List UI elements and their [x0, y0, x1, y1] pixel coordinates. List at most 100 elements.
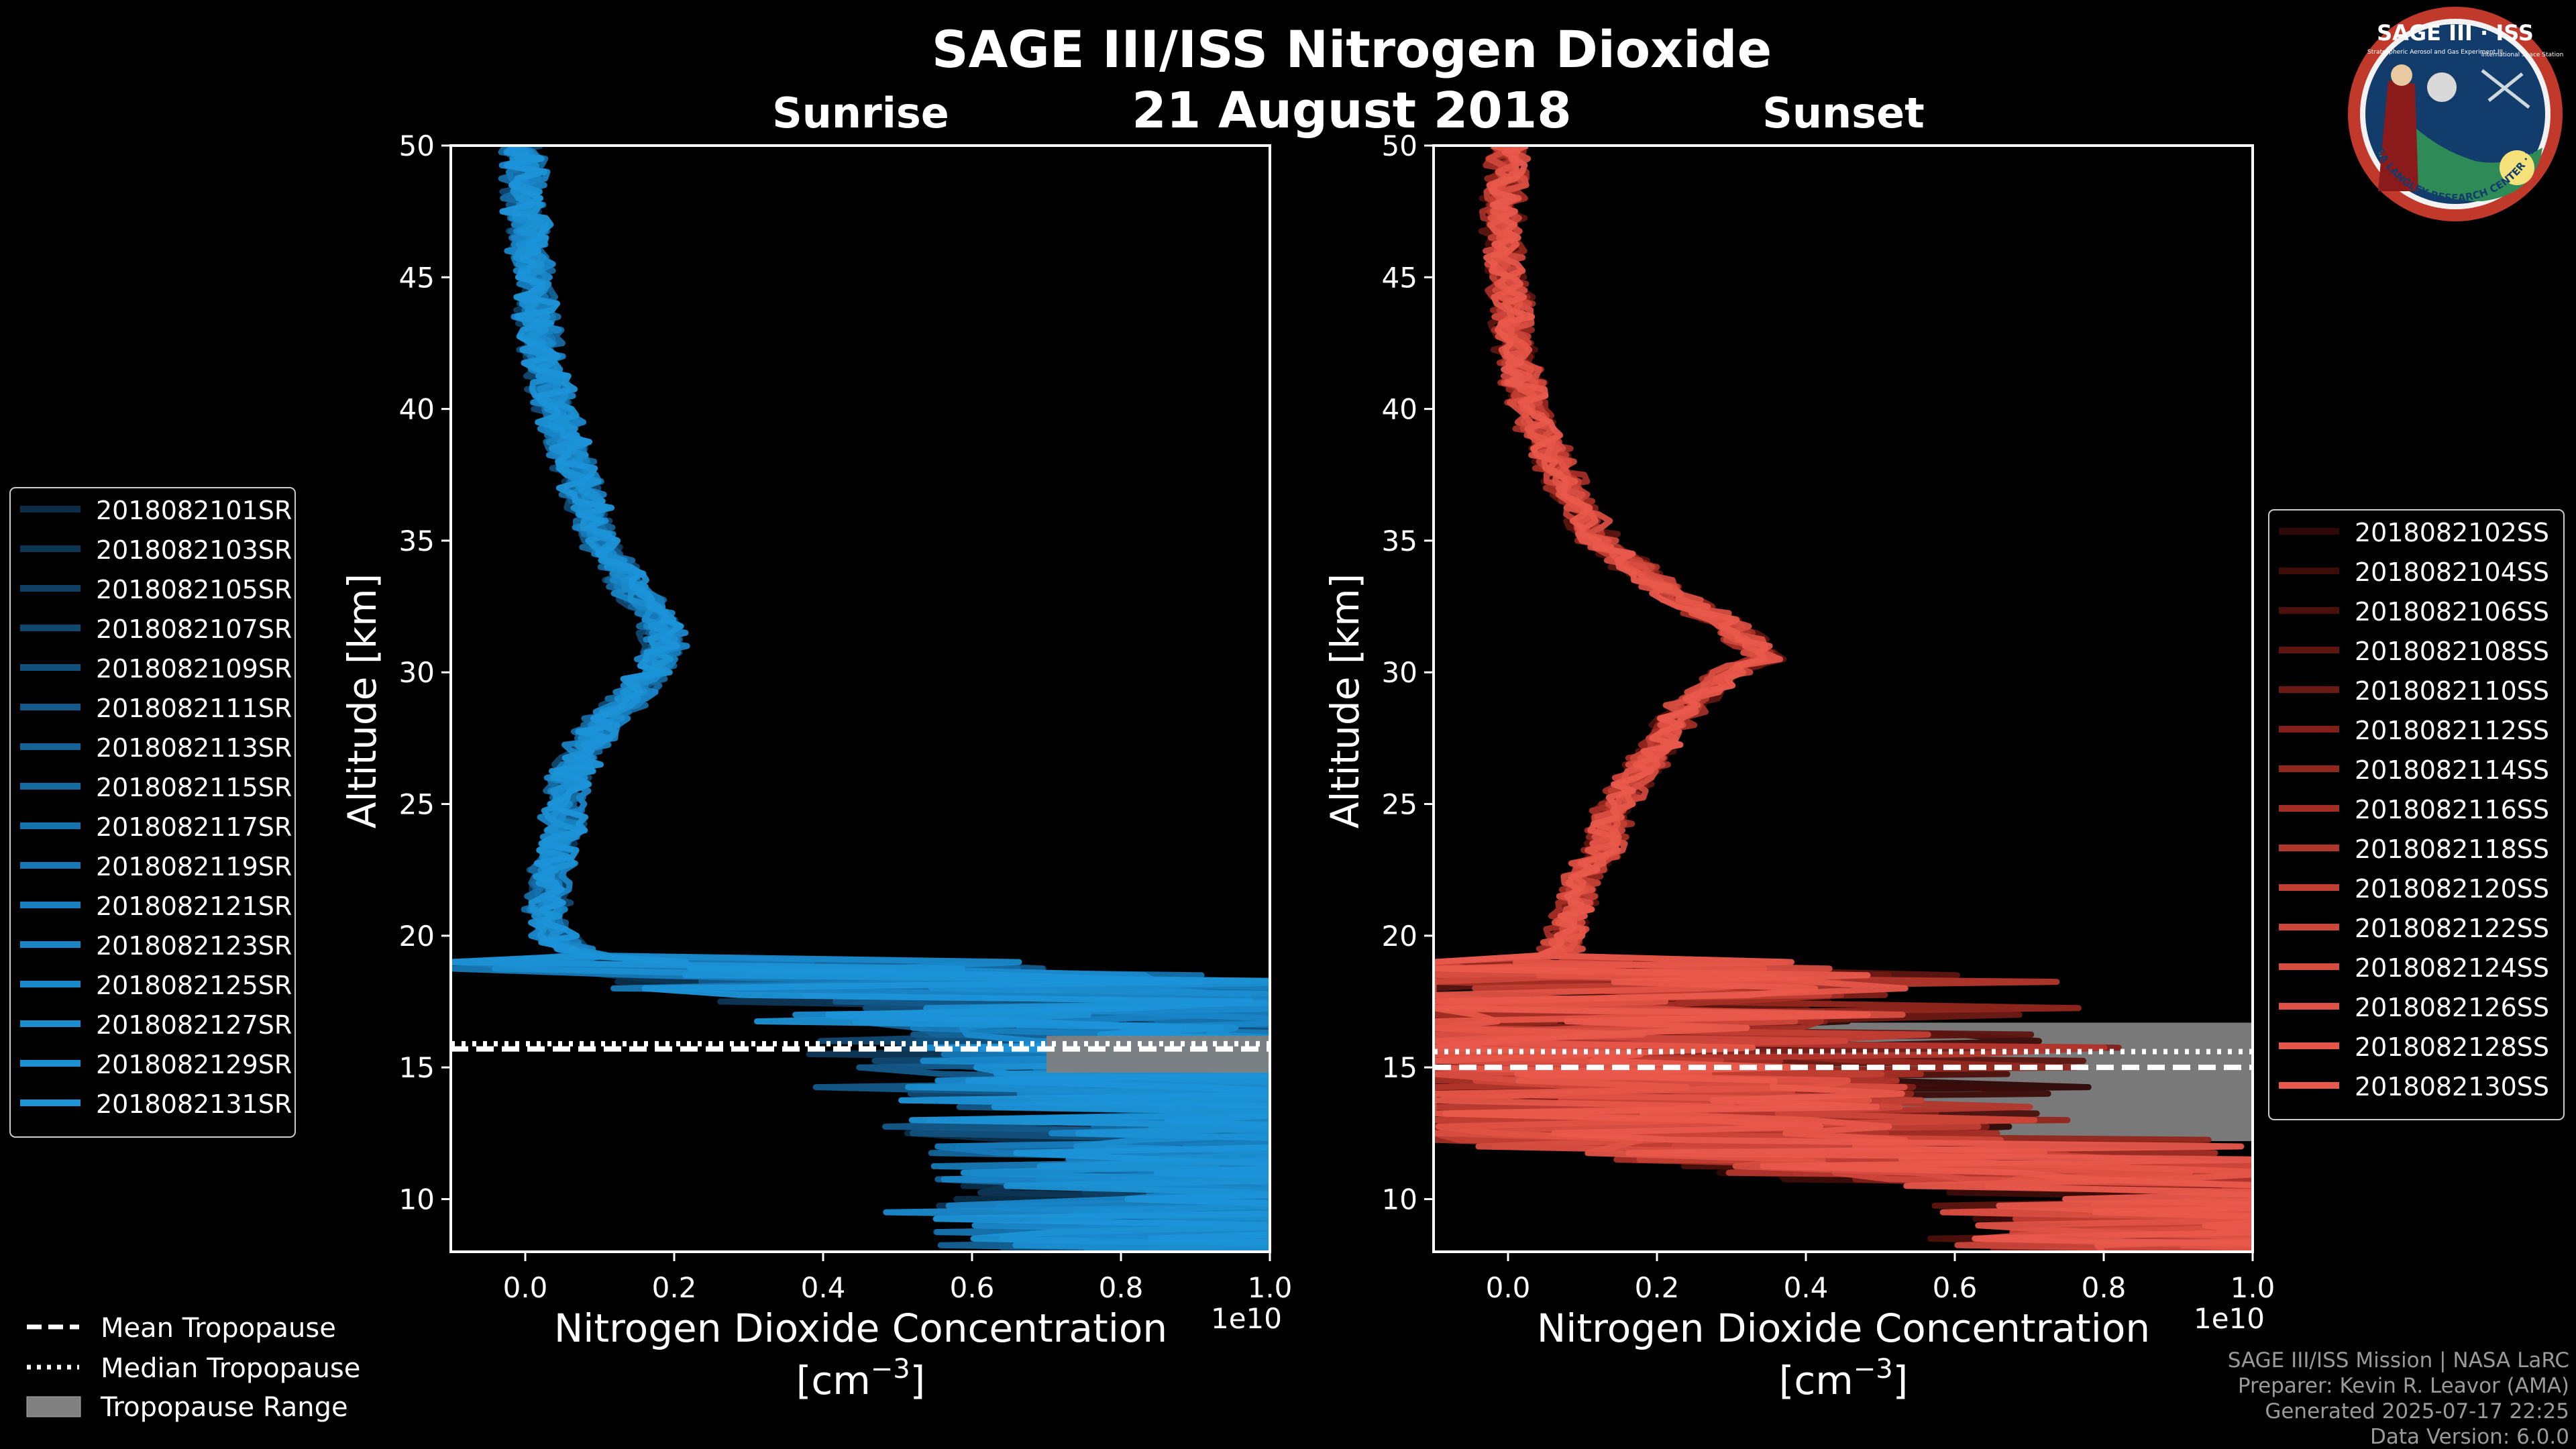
y-tick-label: 35: [1382, 525, 1417, 557]
credits: SAGE III/ISS Mission | NASA LaRC Prepare…: [2228, 1348, 2569, 1449]
legend-entry: 2018082124SS: [2355, 953, 2549, 983]
y-tick-label: 10: [399, 1183, 435, 1216]
legend-entry: 2018082118SS: [2355, 835, 2549, 864]
legend-entry: 2018082113SR: [96, 733, 292, 763]
sunset-legend: 2018082102SS 2018082104SS 2018082106SS 2018…: [2268, 509, 2565, 1120]
legend-entry: 2018082115SR: [96, 773, 292, 802]
legend-entry: 2018082106SS: [2355, 597, 2549, 627]
mean-tropopause-label: Mean Tropopause: [101, 1313, 336, 1344]
x-tick-label: 0.2: [1635, 1271, 1680, 1304]
legend-entry: 2018082131SR: [96, 1089, 292, 1119]
sunset-tropopause: [1434, 1049, 2253, 1071]
x-tick-label: 0.0: [503, 1271, 548, 1304]
logo-right-text: International Space Station: [2481, 52, 2564, 58]
sunrise-panel-title: Sunrise: [772, 89, 949, 138]
tropopause-range-swatch: [26, 1396, 81, 1417]
y-tick-label: 20: [1382, 920, 1417, 953]
y-tick-label: 45: [1382, 261, 1417, 294]
x-tick-label: 1.0: [1248, 1271, 1293, 1304]
tropopause-range-label: Tropopause Range: [100, 1392, 348, 1423]
plot-frame: [1432, 144, 2254, 1253]
x-tick-label: 0.6: [950, 1271, 995, 1304]
legend-entry: 2018082130SS: [2355, 1072, 2549, 1102]
credit-generated: Generated 2025-07-17 22:25: [2265, 1399, 2569, 1424]
legend-entry: 2018082116SS: [2355, 795, 2549, 824]
legend-entry: 2018082120SS: [2355, 874, 2549, 904]
legend-entry: 2018082107SR: [96, 614, 292, 644]
median-tropopause-label: Median Tropopause: [101, 1353, 360, 1384]
sunrise-x-axis-unit: [cm−3]: [796, 1354, 926, 1403]
sunrise-tropopause: [451, 1036, 1270, 1073]
y-tick-label: 30: [1382, 656, 1417, 689]
sunset-panel-title: Sunset: [1762, 89, 1925, 138]
sunset-panel: 0.0 0.2 0.4 0.6 0.8 1.0 10 15 20 25 30 35 40 45 50 Sun…: [1322, 89, 2565, 1403]
x-tick-label: 0.8: [1099, 1271, 1144, 1304]
credit-mission: SAGE III/ISS Mission | NASA LaRC: [2228, 1348, 2569, 1373]
legend-entry: 2018082102SS: [2355, 518, 2549, 547]
legend-entry: 2018082114SS: [2355, 755, 2549, 785]
legend-entry: 2018082125SR: [96, 971, 292, 1000]
x-tick-label: 1.0: [2231, 1271, 2275, 1304]
x-tick-label: 0.8: [2082, 1271, 2127, 1304]
legend-entry: 2018082103SR: [96, 535, 292, 565]
x-tick-label: 0.0: [1486, 1271, 1531, 1304]
x-tick-label: 0.4: [1784, 1271, 1829, 1304]
y-tick-label: 15: [1382, 1051, 1417, 1084]
legend-box: [9, 487, 296, 1138]
date-title: 21 August 2018: [1132, 82, 1572, 140]
legend-entry: 2018082110SS: [2355, 676, 2549, 706]
sunrise-offset-label: 1e10: [1211, 1302, 1282, 1335]
legend-entry: 2018082121SR: [96, 892, 292, 921]
y-tick-label: 40: [399, 393, 435, 426]
x-tick-label: 0.2: [652, 1271, 697, 1304]
legend-entry: 2018082105SR: [96, 575, 292, 604]
legend-entry: 2018082108SS: [2355, 637, 2549, 666]
sunset-axes: 0.0 0.2 0.4 0.6 0.8 1.0 10 15 20 25 30 35 40 45 50: [1382, 129, 2275, 1304]
logo-station-truss-icon: [2481, 69, 2530, 109]
legend-entry: 2018082111SR: [96, 694, 292, 723]
logo-astronomer-figure-icon: [2378, 80, 2418, 191]
y-tick-label: 20: [399, 920, 435, 953]
legend-entry: 2018082123SR: [96, 931, 292, 961]
legend-entry: 2018082104SS: [2355, 557, 2549, 587]
y-tick-label: 50: [399, 129, 435, 162]
y-tick-label: 10: [1382, 1183, 1417, 1216]
y-tick-label: 45: [399, 261, 435, 294]
y-tick-label: 15: [399, 1051, 435, 1084]
y-tick-label: 40: [1382, 393, 1417, 426]
credit-preparer: Preparer: Kevin R. Leavor (AMA): [2238, 1374, 2569, 1398]
sunrise-axes: 0.0 0.2 0.4 0.6 0.8 1.0 10 15 20 25 30 35 40 45 50: [399, 129, 1293, 1304]
y-tick-label: 30: [399, 656, 435, 689]
legend-entry: 2018082127SR: [96, 1010, 292, 1040]
legend-entry: 2018082128SS: [2355, 1032, 2549, 1062]
legend-entry: 2018082122SS: [2355, 914, 2549, 943]
main-title: SAGE III/ISS Nitrogen Dioxide: [932, 19, 1772, 79]
x-tick-label: 0.6: [1933, 1271, 1978, 1304]
y-tick-label: 25: [399, 788, 435, 821]
sunset-x-axis-unit: [cm−3]: [1779, 1354, 1909, 1403]
tropopause-range-band: [1046, 1036, 1270, 1073]
sunrise-x-axis-label: Nitrogen Dioxide Concentration: [554, 1305, 1167, 1351]
logo-moon-icon: [2427, 72, 2457, 102]
credit-version: Data Version: 6.0.0: [2370, 1425, 2569, 1449]
logo-sun-icon: [2500, 150, 2534, 185]
profile-line-2018082129SR: [451, 146, 1270, 1248]
logo-title: SAGE III · ISS: [2377, 20, 2534, 46]
legend-entry: 2018082101SR: [96, 496, 292, 525]
sunrise-legend: 2018082101SR 2018082103SR 2018082105SR 2018…: [9, 487, 296, 1138]
logo-astronomer-head-icon: [2391, 64, 2412, 86]
logo-subtitle: Stratospheric Aerosol and Gas Experiment…: [2367, 49, 2503, 56]
y-tick-label: 50: [1382, 129, 1417, 162]
sunrise-panel: 0.0 0.2 0.4 0.6 0.8 1.0 10 15 20 25 30 35 40 45 50 Sun…: [9, 89, 1293, 1403]
legend-entry: 2018082117SR: [96, 812, 292, 842]
logo-earth-icon: [2378, 127, 2542, 201]
tropopause-legend: Mean Tropopause Median Tropopause Tropop…: [26, 1313, 360, 1423]
legend-entry: 2018082129SR: [96, 1050, 292, 1079]
sunset-x-axis-label: Nitrogen Dioxide Concentration: [1537, 1305, 2150, 1351]
sunset-y-axis-label: Altitude [km]: [1322, 574, 1368, 828]
x-tick-label: 0.4: [801, 1271, 846, 1304]
y-tick-label: 35: [399, 525, 435, 557]
legend-entry: 2018082126SS: [2355, 993, 2549, 1022]
sunrise-y-axis-label: Altitude [km]: [339, 574, 385, 828]
